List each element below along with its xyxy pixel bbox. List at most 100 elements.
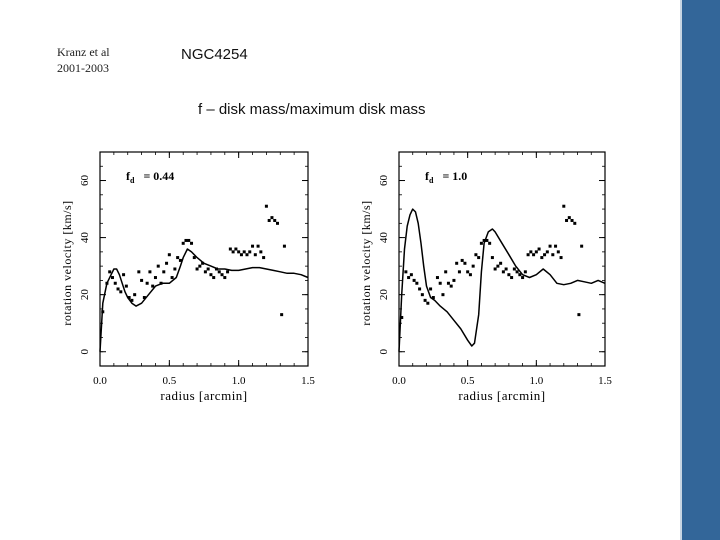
data-point — [259, 250, 263, 254]
data-point — [446, 281, 450, 285]
slide-title: NGC4254 — [181, 46, 248, 63]
data-point — [444, 270, 448, 274]
data-point — [187, 238, 191, 242]
data-point — [407, 276, 411, 280]
data-point — [124, 284, 128, 288]
data-point — [429, 287, 433, 291]
data-point — [140, 278, 144, 282]
fd-annotation-f: f — [126, 169, 131, 183]
y-tick-label: 20 — [79, 289, 91, 301]
data-point — [463, 261, 467, 265]
data-point — [567, 216, 571, 220]
model-curve — [398, 208, 606, 352]
fd-annotation: fd = 1.0 — [425, 169, 467, 185]
data-point — [217, 270, 221, 274]
x-tick-label: 1.5 — [301, 375, 315, 387]
data-point — [148, 270, 152, 274]
data-point — [431, 296, 435, 300]
data-point — [192, 256, 196, 260]
data-point — [133, 293, 137, 297]
data-point — [580, 244, 584, 248]
data-point — [170, 276, 174, 280]
data-point — [490, 256, 494, 260]
data-point — [237, 250, 241, 254]
data-point — [156, 264, 160, 268]
data-point — [548, 244, 552, 248]
data-point — [415, 281, 419, 285]
data-point — [537, 247, 541, 251]
data-point — [190, 241, 194, 245]
data-point — [256, 244, 260, 248]
data-point — [438, 281, 442, 285]
data-point — [577, 313, 581, 317]
data-point — [239, 253, 243, 257]
y-tick-label: 40 — [378, 232, 390, 244]
data-point — [400, 315, 404, 319]
x-tick-label: 1.0 — [529, 375, 543, 387]
data-point — [545, 250, 549, 254]
data-point — [145, 281, 149, 285]
data-point — [262, 256, 266, 260]
data-point — [565, 218, 569, 222]
slide-sidebar-band — [682, 0, 720, 540]
data-point — [110, 276, 114, 280]
data-point — [499, 261, 503, 265]
data-point — [479, 241, 483, 245]
data-point — [228, 247, 232, 251]
fd-annotation-subscript: d — [429, 176, 434, 185]
data-point — [267, 218, 271, 222]
y-axis-label: rotation velocity [km/s] — [62, 200, 74, 325]
data-point — [142, 296, 146, 300]
data-point — [220, 273, 224, 277]
x-tick-label: 0.0 — [93, 375, 107, 387]
data-point — [270, 216, 274, 220]
data-point — [113, 281, 117, 285]
reference-years: 2001-2003 — [57, 61, 109, 75]
data-point — [206, 267, 210, 271]
data-point — [504, 267, 508, 271]
data-point — [521, 276, 525, 280]
y-tick-label: 0 — [79, 348, 91, 354]
x-axis-label: radius [arcmin] — [160, 388, 247, 403]
data-point — [457, 270, 461, 274]
data-point — [559, 256, 563, 260]
data-point — [482, 238, 486, 242]
data-point — [201, 261, 205, 265]
data-point — [543, 253, 547, 257]
data-point — [127, 296, 131, 300]
y-tick-label: 40 — [79, 232, 91, 244]
data-point — [176, 256, 180, 260]
data-point — [251, 244, 255, 248]
data-point — [119, 290, 123, 294]
fd-annotation-f: f — [425, 169, 430, 183]
data-point — [507, 273, 511, 277]
fd-annotation-subscript: d — [130, 176, 135, 185]
data-point — [493, 267, 497, 271]
data-point — [551, 253, 555, 257]
data-point — [178, 258, 182, 262]
data-point — [471, 264, 475, 268]
data-point — [162, 270, 166, 274]
reference-citation: Kranz et al 2001-2003 — [57, 44, 110, 76]
data-point — [556, 250, 560, 254]
slide-subtitle: f – disk mass/maximum disk mass — [198, 101, 426, 118]
data-point — [420, 293, 424, 297]
x-axis-label: radius [arcmin] — [458, 388, 545, 403]
fd-annotation-value: = 0.44 — [140, 169, 174, 183]
data-point — [501, 270, 505, 274]
sidebar-edge — [680, 0, 682, 540]
data-point — [264, 204, 268, 208]
data-point — [108, 270, 112, 274]
y-tick-label: 60 — [79, 175, 91, 187]
data-point — [226, 270, 230, 274]
data-point — [209, 273, 213, 277]
rotation-curve-chart-left: 0.0 0.5 1.0 1.5 0 20 40 60 radius [arcmin] rotati… — [62, 151, 315, 403]
plot-frame — [398, 151, 606, 367]
data-point — [234, 247, 238, 251]
fd-annotation-value: = 1.0 — [439, 169, 467, 183]
data-point — [441, 293, 445, 297]
data-point — [529, 250, 533, 254]
data-point — [466, 270, 470, 274]
data-point — [122, 273, 126, 277]
data-point — [532, 253, 536, 257]
